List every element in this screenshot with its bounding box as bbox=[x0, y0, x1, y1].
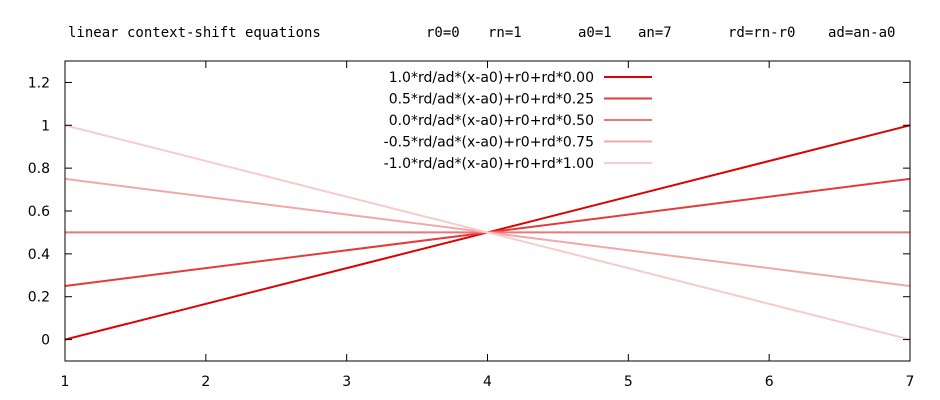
series-line-5 bbox=[64, 124, 911, 341]
x-tick-label-2: 2 bbox=[201, 374, 210, 390]
header-r0: r0=0 bbox=[426, 25, 460, 41]
x-tick-label-6: 6 bbox=[765, 374, 774, 390]
axis-ticks: 0 0.2 0.4 0.6 0.8 1 1.2 1 2 3 4 5 6 7 bbox=[28, 61, 915, 390]
x-tick-label-4: 4 bbox=[483, 374, 492, 390]
legend-label-1: 1.0*rd/ad*(x-a0)+r0+rd*0.00 bbox=[389, 70, 594, 86]
y-tick-label-2: 0.2 bbox=[28, 290, 50, 306]
y-tick-label-6: 1 bbox=[41, 118, 50, 134]
chart-header: linear context-shift equations r0=0 rn=1… bbox=[68, 25, 895, 41]
legend: 1.0*rd/ad*(x-a0)+r0+rd*0.00 0.5*rd/ad*(x-… bbox=[384, 70, 652, 172]
plot-frame bbox=[64, 60, 911, 362]
header-rd: rd=rn-r0 bbox=[728, 25, 795, 41]
y-tick-label-7: 1.2 bbox=[28, 75, 50, 91]
legend-label-2: 0.5*rd/ad*(x-a0)+r0+rd*0.25 bbox=[389, 92, 594, 108]
x-tick-label-1: 1 bbox=[61, 374, 70, 390]
y-tick-label-4: 0.6 bbox=[28, 204, 50, 220]
series-layer bbox=[64, 124, 911, 341]
x-tick-label-5: 5 bbox=[624, 374, 633, 390]
legend-label-5: -1.0*rd/ad*(x-a0)+r0+rd*1.00 bbox=[384, 156, 594, 172]
y-tick-label-3: 0.4 bbox=[28, 247, 50, 263]
y-tick-label-5: 0.8 bbox=[28, 161, 50, 177]
legend-label-3: 0.0*rd/ad*(x-a0)+r0+rd*0.50 bbox=[389, 113, 594, 129]
header-an: an=7 bbox=[638, 25, 672, 41]
header-a0: a0=1 bbox=[578, 25, 612, 41]
legend-label-4: -0.5*rd/ad*(x-a0)+r0+rd*0.75 bbox=[384, 135, 594, 151]
x-tick-label-7: 7 bbox=[906, 374, 915, 390]
header-title: linear context-shift equations bbox=[68, 25, 321, 41]
y-tick-label-1: 0 bbox=[41, 333, 50, 349]
header-rn: rn=1 bbox=[488, 25, 522, 41]
x-tick-label-3: 3 bbox=[342, 374, 351, 390]
header-ad: ad=an-a0 bbox=[828, 25, 895, 41]
